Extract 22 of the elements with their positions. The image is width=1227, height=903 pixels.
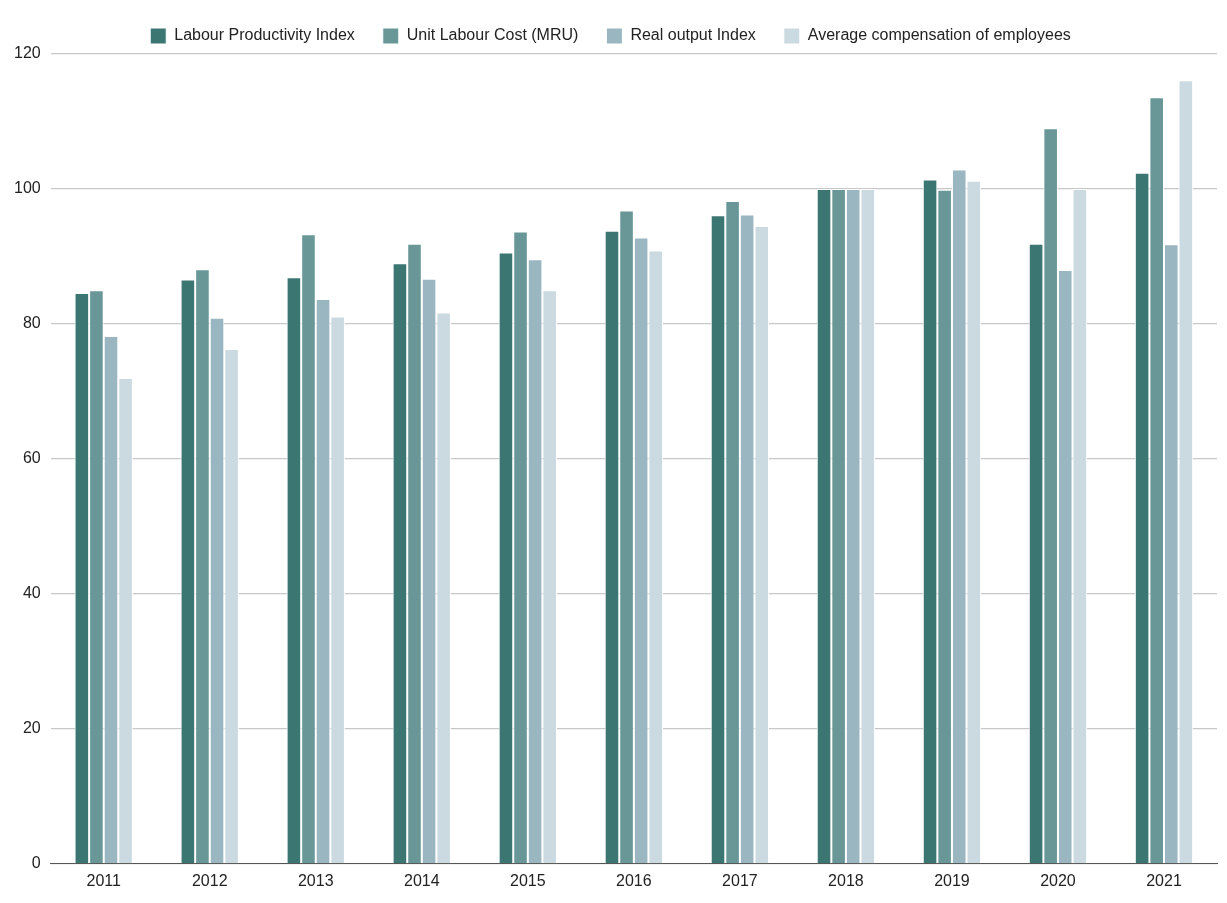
y-tick-label: 40 — [22, 584, 41, 602]
x-tick-label: 2012 — [191, 871, 228, 889]
x-tick-label: 2017 — [722, 871, 758, 889]
y-tick-label: 0 — [31, 854, 41, 872]
x-tick-label: 2013 — [297, 871, 334, 889]
x-tick-label: 2021 — [1146, 871, 1182, 889]
legend-label: Real output Index — [630, 26, 756, 44]
y-tick-label: 80 — [22, 314, 41, 332]
x-tick-label: 2014 — [404, 871, 440, 889]
x-tick-label: 2019 — [934, 871, 970, 889]
x-tick-label: 2011 — [86, 871, 122, 889]
y-tick-label: 20 — [22, 719, 41, 737]
y-tick-label: 60 — [22, 449, 41, 467]
legend-label: Average compensation of employees — [807, 26, 1071, 44]
x-tick-label: 2016 — [616, 871, 652, 889]
x-tick-label: 2020 — [1040, 871, 1076, 889]
x-tick-label: 2015 — [510, 871, 546, 889]
legend-label: Labour Productivity Index — [174, 26, 355, 44]
x-tick-label: 2018 — [828, 871, 864, 889]
y-tick-label: 100 — [13, 179, 41, 197]
legend-label: Unit Labour Cost (MRU) — [406, 26, 579, 44]
y-tick-label: 120 — [13, 44, 41, 62]
